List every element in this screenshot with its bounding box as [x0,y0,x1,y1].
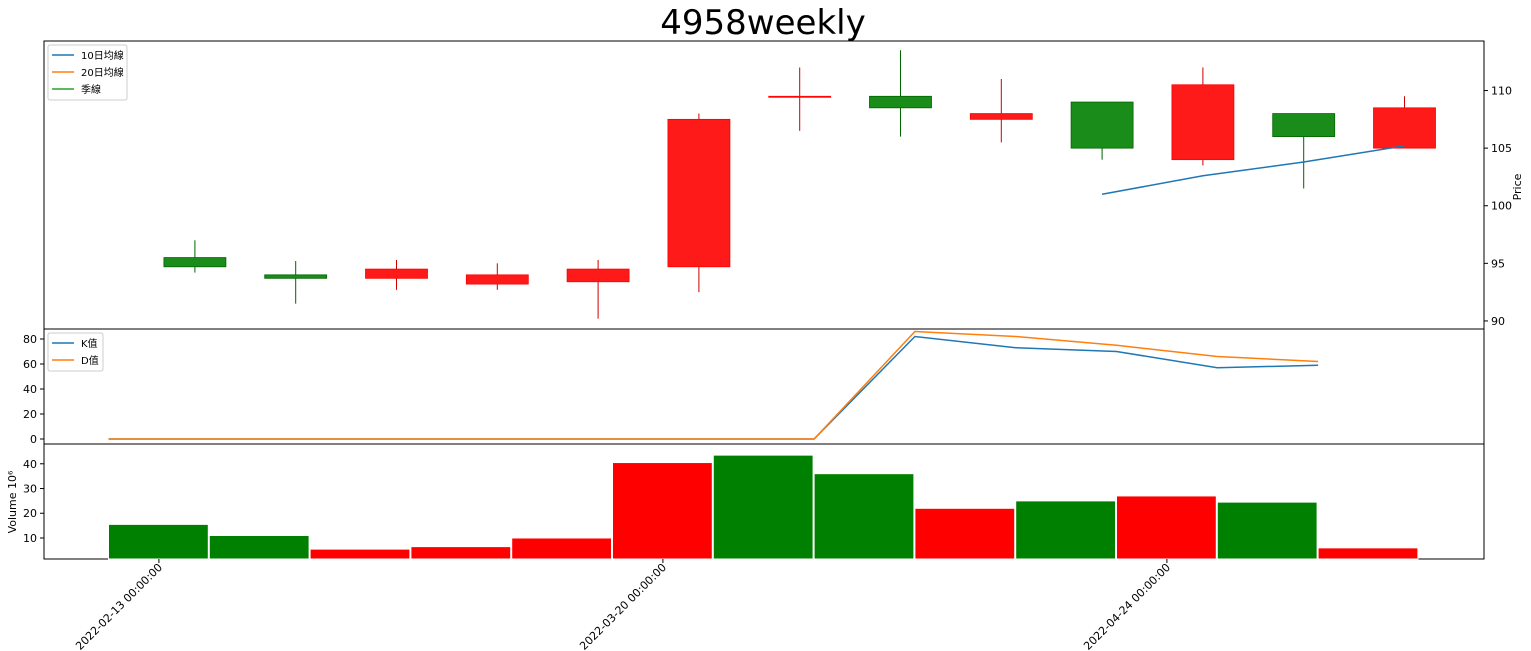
legend-k: K值 [81,337,98,350]
price-legend: 10日均線 20日均線 季線 [47,44,128,101]
price-tick-label: 95 [1491,257,1505,270]
x-tick-label: 2022-03-20 00:00:00 [577,561,669,651]
candle-body [1171,84,1235,161]
volume-bar [1216,501,1318,560]
volume-tick-label: 10 [23,532,37,545]
candle-body [969,113,1033,120]
chart-title: 4958weekly [660,3,865,43]
kd-panel: 0 20 40 60 80 K值 D值 [23,328,1485,446]
d-line [108,330,1319,440]
price-tick-label: 90 [1491,315,1505,328]
candle-body [1070,101,1134,149]
legend-ma20: 20日均線 [81,66,124,79]
x-tick-label: 2022-04-24 00:00:00 [1081,561,1173,651]
volume-axis-label: Volume 10⁶ [6,470,19,533]
candle-body [465,274,529,285]
kd-tick-label: 0 [30,433,37,446]
volume-bar [612,462,713,560]
volume-tick-label: 30 [23,483,37,496]
candle-body [1373,107,1436,149]
candle-body [566,268,630,283]
x-tick-label: 2022-02-13 00:00:00 [73,561,165,651]
volume-bar [208,535,310,560]
price-tick-label: 105 [1491,142,1512,155]
kd-tick-label: 40 [23,383,37,396]
volume-bar [1015,500,1117,560]
candle-body [667,118,731,268]
kd-tick-label: 20 [23,408,37,421]
k-line [108,335,1319,440]
kd-legend: K值 D值 [47,332,104,372]
volume-tick-label: 20 [23,507,37,520]
volume-bar [108,523,209,560]
legend-season: 季線 [81,83,101,96]
volume-bar [813,473,915,560]
volume-bar [1317,547,1419,560]
candle-body [1272,113,1336,138]
candle-body [768,95,832,98]
volume-panel: 10 20 30 40 Volume 10⁶ [6,443,1485,560]
volume-bar [914,507,1016,560]
volume-bar [511,537,613,560]
legend-ma10: 10日均線 [81,49,124,62]
price-tick-label: 100 [1491,200,1512,213]
ma10-line [1101,145,1405,195]
volume-bar [410,546,512,560]
x-axis: 2022-02-13 00:00:00 2022-03-20 00:00:00 20… [73,559,1173,651]
candle-body [264,274,328,279]
candle-body [163,257,227,268]
price-tick-label: 110 [1491,85,1512,98]
price-panel: 90 95 100 105 110 Price 10日均線 20日均線 季線 [43,40,1524,330]
volume-bar [1116,495,1217,560]
candle-body [365,268,428,279]
price-panel-frame [43,40,1485,330]
kd-tick-label: 60 [23,358,37,371]
candle-body [869,95,932,109]
kd-panel-frame [43,328,1485,445]
kd-tick-label: 80 [23,333,37,346]
volume-bar [309,548,411,560]
volume-bar [712,454,814,560]
volume-tick-label: 40 [23,458,37,471]
price-axis-label: Price [1511,173,1524,200]
legend-d: D值 [81,354,99,367]
